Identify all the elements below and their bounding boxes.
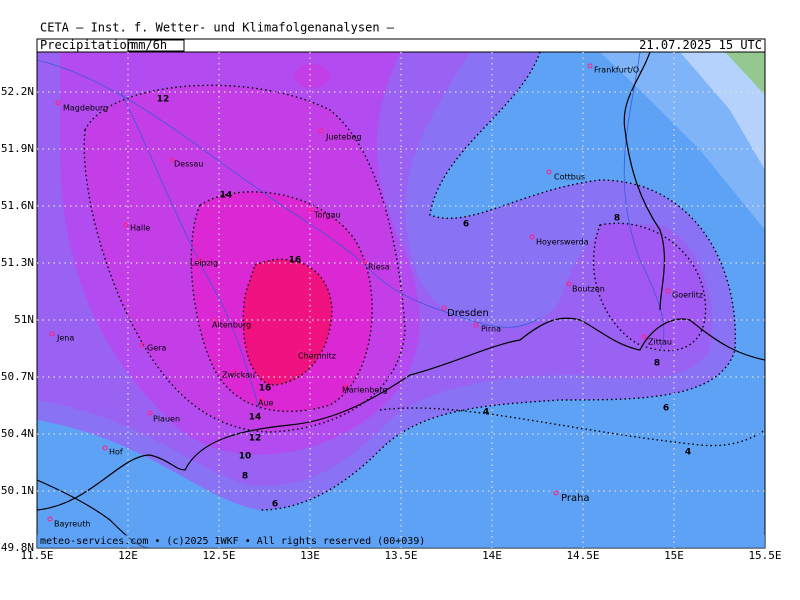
lat-label: 52.2N — [1, 85, 34, 98]
lat-label: 50.1N — [1, 484, 34, 497]
city-label: Gera — [147, 344, 166, 353]
city-label: Hoyerswerda — [536, 238, 589, 247]
city-dot — [197, 257, 203, 263]
city-dot — [362, 259, 368, 265]
contour-label: 8 — [242, 472, 248, 482]
city-dot — [587, 63, 593, 69]
city-dot — [441, 305, 447, 311]
city-label: Riesa — [368, 263, 390, 272]
unit: mm/6h — [131, 38, 167, 52]
contour-label: 8 — [614, 214, 620, 224]
header-line: CETA — Inst. f. Wetter- und Klimafolgena… — [40, 21, 395, 35]
lon-label: 14.5E — [566, 549, 599, 562]
lat-label: 50.7N — [1, 370, 34, 383]
unit-box — [127, 39, 185, 52]
city-label: Leipzig — [190, 259, 218, 268]
field-12-north — [294, 64, 330, 88]
contour-label: 16 — [259, 384, 272, 394]
city-label: Hof — [109, 448, 123, 457]
city-label: Plauen — [153, 415, 180, 424]
city-dot — [318, 128, 324, 134]
contour-label: 10 — [239, 452, 252, 462]
city-dot — [212, 317, 218, 323]
city-label: Zwickau — [222, 371, 255, 380]
city-label: Dresden — [447, 308, 489, 319]
lon-label: 14E — [482, 549, 502, 562]
contour-label: 6 — [663, 404, 669, 414]
contour-label: 16 — [289, 256, 302, 266]
city-label: Torgau — [313, 211, 341, 220]
lon-label: 12E — [118, 549, 138, 562]
city-label: Frankfurt/O. — [594, 66, 641, 75]
city-label: Juetebog — [325, 133, 361, 142]
city-label: Marienberg — [342, 386, 388, 395]
city-label: Goerlitz — [672, 291, 703, 300]
lon-label: 11.5E — [20, 549, 53, 562]
city-dot — [297, 349, 303, 355]
city-dot — [307, 207, 313, 213]
city-dot — [55, 100, 61, 106]
city-label: Altenburg — [212, 321, 251, 330]
city-label: Dessau — [174, 160, 203, 169]
lat-label: 51.3N — [1, 256, 34, 269]
contour-label: 4 — [483, 408, 489, 418]
lat-label: 51.9N — [1, 142, 34, 155]
city-label: Boutzen — [572, 285, 605, 294]
city-label: Magdeburg — [63, 104, 108, 113]
lat-label: 51N — [14, 313, 34, 326]
city-label: Halle — [130, 224, 150, 233]
footer: meteo-services.com • (c)2025 IWKF • All … — [40, 536, 425, 547]
lon-label: 15E — [664, 549, 684, 562]
rivers — [37, 52, 665, 411]
city-dot — [139, 342, 145, 348]
city-dot — [553, 490, 559, 496]
contour-label: 12 — [249, 434, 262, 444]
contours — [83, 52, 765, 511]
city-dot — [123, 222, 129, 228]
city-dot — [232, 369, 238, 375]
city-label: Zittau — [648, 338, 672, 347]
field-lighter — [680, 52, 765, 170]
valid-time: 21.07.2025 15 UTC — [639, 38, 762, 52]
lon-label: 13.5E — [384, 549, 417, 562]
city-dot — [259, 397, 265, 403]
field-16 — [243, 259, 332, 385]
contour-label: 6 — [272, 500, 278, 510]
city-dot — [49, 331, 55, 337]
contour-label: 8 — [654, 359, 660, 369]
contour-label: 12 — [157, 95, 170, 105]
city-label: Aue — [258, 399, 274, 408]
city-dot — [47, 516, 53, 522]
city-label: Jena — [56, 334, 74, 343]
lat-label: 49.8N — [1, 541, 34, 554]
lat-label: 51.6N — [1, 199, 34, 212]
city-dot — [147, 410, 153, 416]
city-label: Bayreuth — [54, 520, 90, 529]
city-dot — [529, 234, 535, 240]
city-dot — [665, 288, 671, 294]
city-dot — [342, 383, 348, 389]
lon-label: 12.5E — [202, 549, 235, 562]
city-dot — [473, 322, 479, 328]
city-label: Praha — [561, 493, 590, 504]
contour-label: 6 — [463, 220, 469, 230]
contour-label: 4 — [685, 448, 691, 458]
city-dot — [102, 445, 108, 451]
lon-label: 13E — [300, 549, 320, 562]
city-dot — [566, 281, 572, 287]
city-label: Chemnitz — [298, 352, 336, 361]
lon-label: 15.5E — [748, 549, 781, 562]
city-label: Cottbus — [554, 173, 585, 182]
field-green — [725, 52, 765, 95]
parameter: Precipitation — [40, 38, 134, 52]
contour-label: 14 — [249, 413, 262, 423]
city-label: Pirna — [481, 325, 501, 334]
city-dot — [169, 157, 175, 163]
contour-label: 14 — [220, 191, 233, 201]
lat-label: 50.4N — [1, 427, 34, 440]
city-dot — [641, 334, 647, 340]
city-dot — [546, 169, 552, 175]
